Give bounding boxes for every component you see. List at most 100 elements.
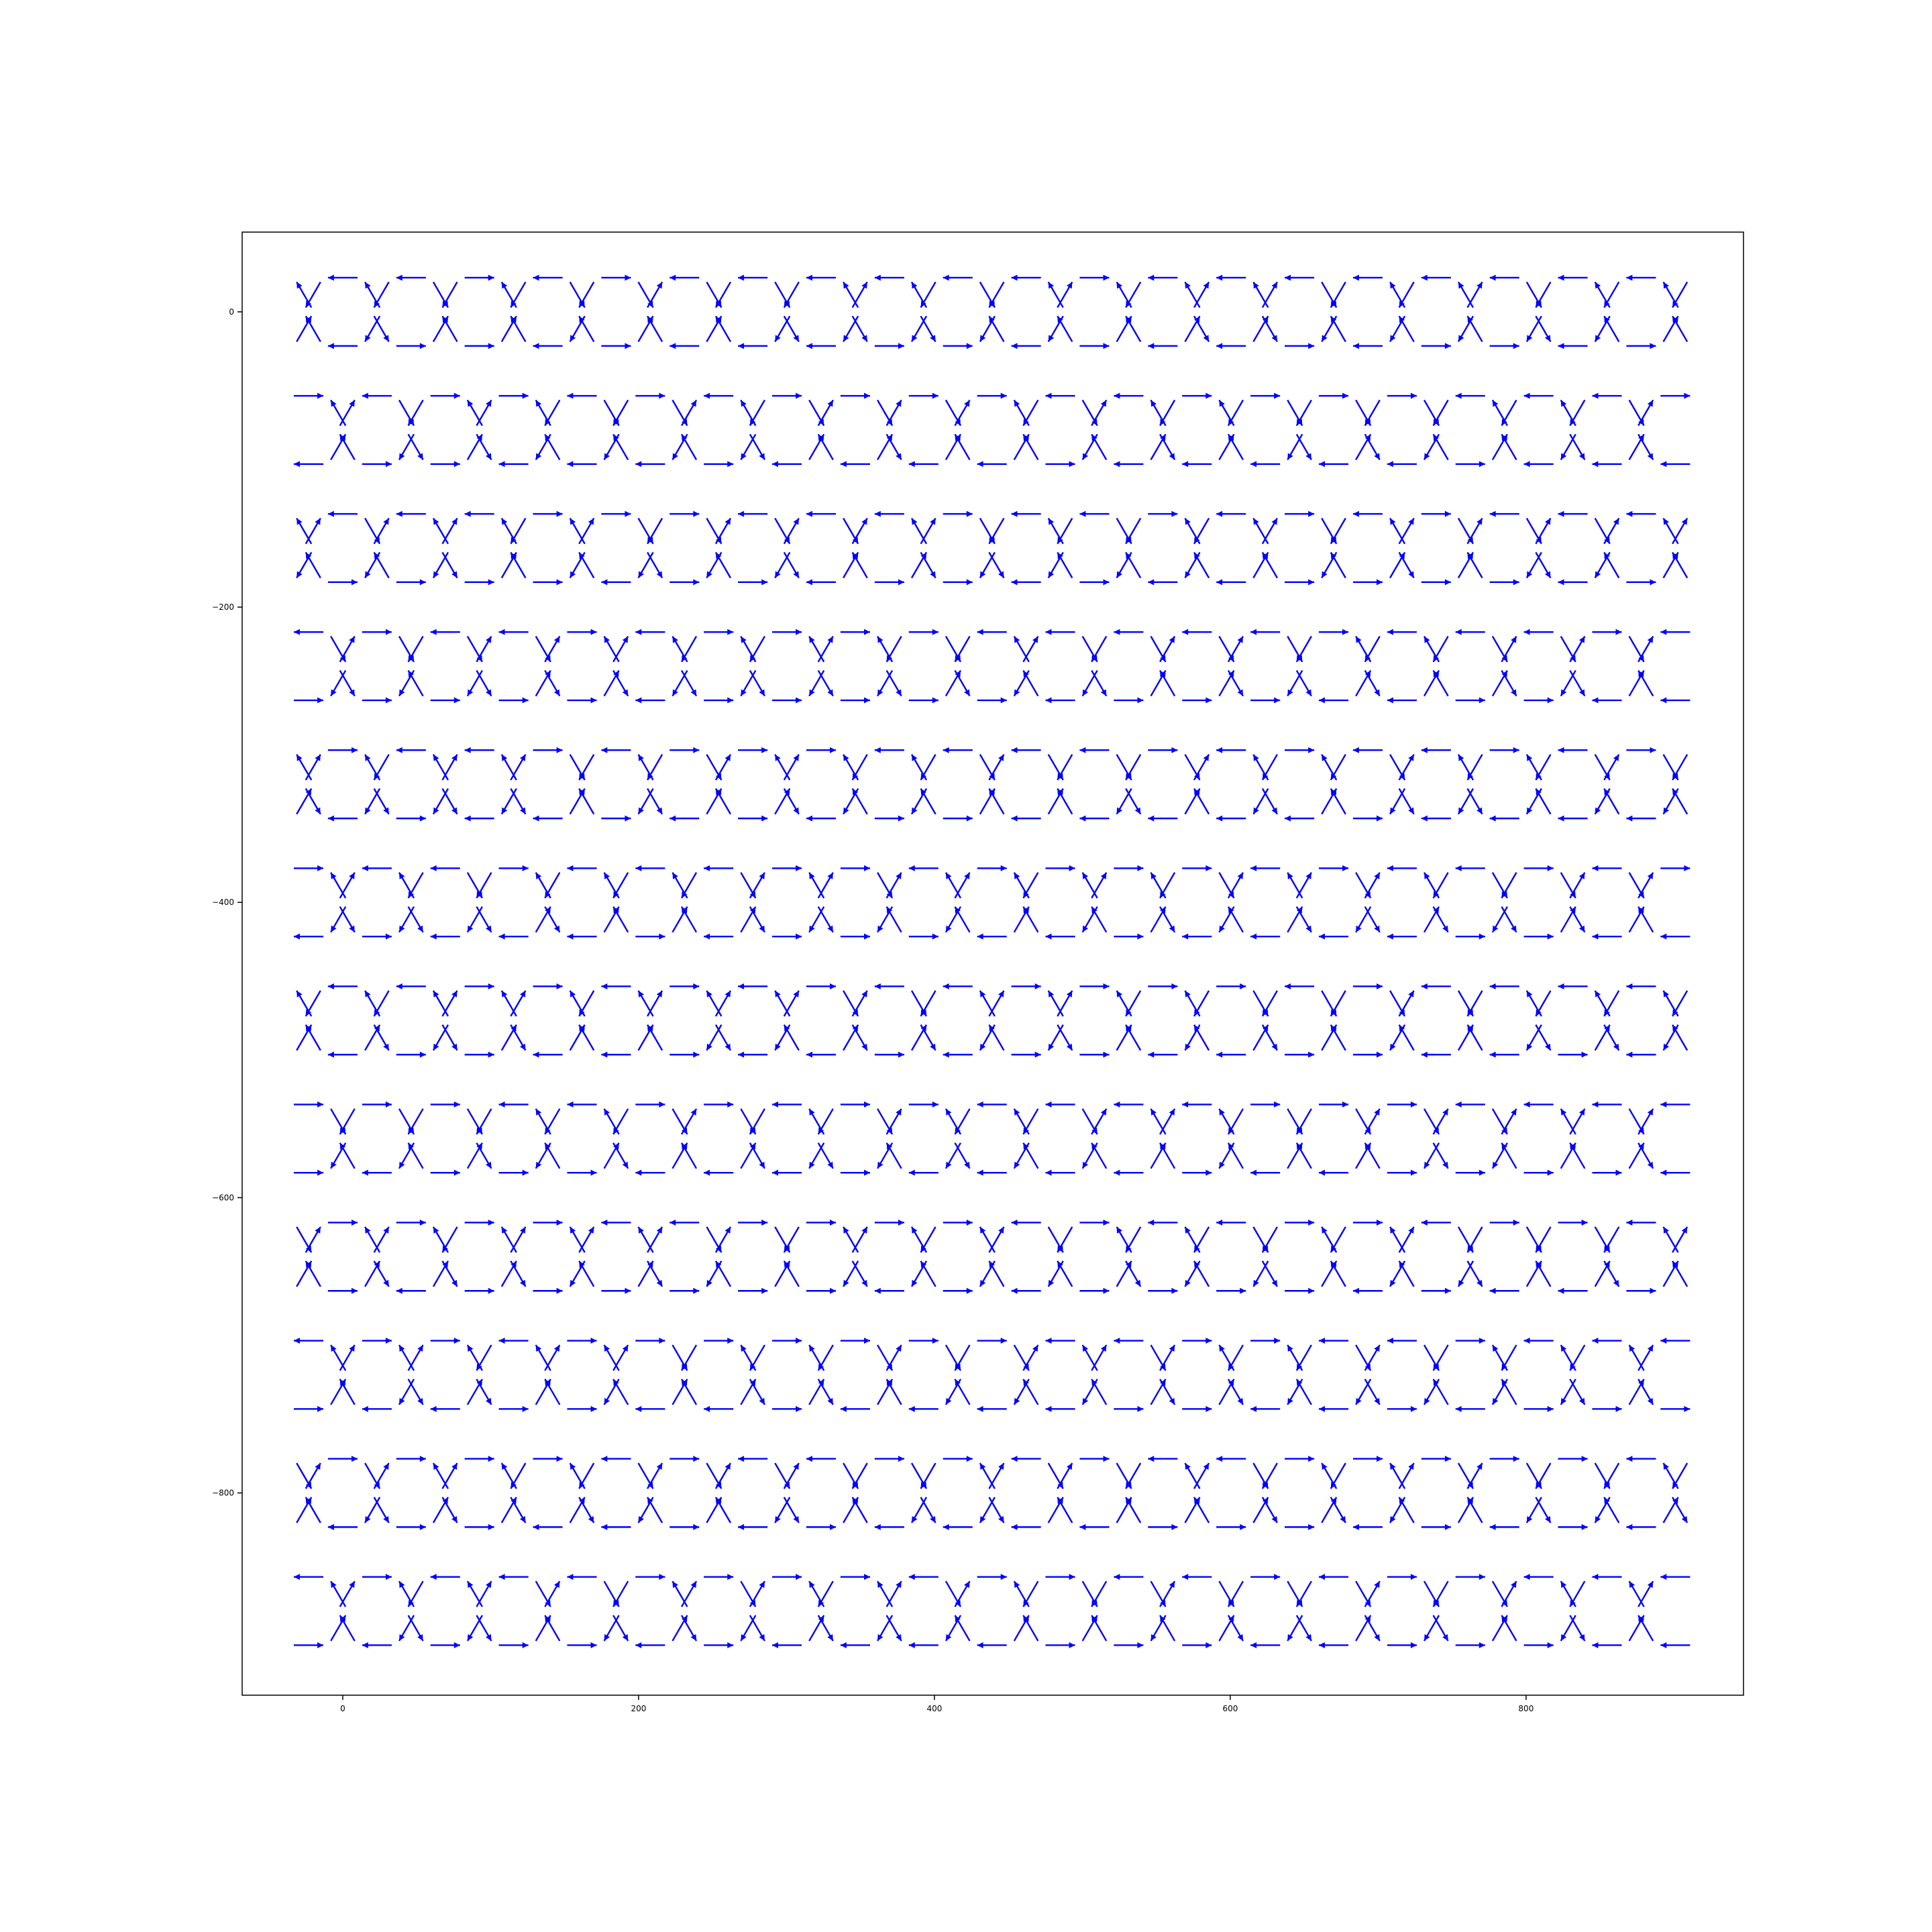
arrow-head (1045, 1338, 1052, 1344)
arrow-head (966, 579, 973, 586)
arrow-head (861, 990, 867, 998)
arrow-head (1237, 872, 1244, 879)
arrow-head (1387, 629, 1393, 635)
arrow-head (1458, 807, 1464, 814)
arrow-head (520, 990, 526, 998)
arrow-head (1228, 1127, 1234, 1134)
arrow-head (682, 434, 688, 441)
arrow-head (579, 316, 585, 323)
arrow-head (339, 1127, 346, 1134)
arrow-head (293, 1574, 300, 1580)
arrow-head (570, 1462, 576, 1470)
arrow-head (964, 1161, 970, 1169)
arrow-head (979, 1462, 986, 1470)
arrow-head (1558, 343, 1564, 350)
arrow-head (1000, 392, 1007, 399)
arrow-head (1296, 655, 1303, 662)
arrow-head (1442, 925, 1448, 932)
arrow-head (331, 925, 337, 932)
arrow-head (638, 754, 644, 761)
y-tick-label: −600 (212, 1193, 234, 1202)
arrow-head (1082, 1161, 1089, 1169)
arrow-head (1387, 865, 1393, 871)
arrow-head (1660, 1642, 1667, 1648)
arrow-head (1023, 1615, 1029, 1622)
arrow-head (1203, 335, 1210, 342)
arrow-head (365, 571, 371, 578)
arrow-head (806, 511, 812, 517)
arrow-head (556, 983, 563, 989)
arrow-head (305, 301, 312, 308)
arrow-head (955, 1127, 961, 1134)
arrow-head (453, 697, 460, 704)
arrow-head (1650, 747, 1656, 753)
arrow-head (1467, 1009, 1473, 1016)
arrow-head (715, 316, 722, 323)
arrow-head (453, 1169, 460, 1176)
axes-frame (241, 231, 1744, 1696)
arrow-head (1492, 925, 1499, 932)
arrow-head (772, 1101, 779, 1108)
arrow-head (1114, 629, 1120, 635)
arrow-head (1387, 697, 1393, 704)
arrow-head (297, 518, 303, 525)
arrow-head (501, 754, 508, 761)
arrow-head (693, 1287, 700, 1294)
arrow-head (1364, 419, 1371, 426)
arrow-head (1578, 453, 1585, 460)
arrow-head (1148, 1051, 1155, 1058)
arrow-head (966, 1456, 973, 1462)
arrow-head (1182, 629, 1189, 635)
arrow-head (1045, 629, 1052, 635)
arrow-head (656, 807, 663, 814)
arrow-head (1526, 1043, 1533, 1051)
arrow-head (704, 392, 710, 399)
arrow-head (317, 1101, 324, 1108)
arrow-head (775, 990, 781, 998)
arrow-head (1467, 1497, 1473, 1504)
arrow-head (293, 629, 300, 635)
arrow-head (1592, 1642, 1599, 1648)
arrow-head (796, 697, 802, 704)
arrow-head (1148, 274, 1155, 281)
arrow-head (293, 1338, 300, 1344)
arrow-head (1160, 670, 1166, 678)
arrow-head (690, 1634, 697, 1642)
arrow-head (1318, 1338, 1325, 1344)
arrow-head (535, 872, 542, 879)
arrow-head (1424, 453, 1430, 460)
arrow-head (1274, 392, 1281, 399)
arrow-head (738, 1051, 745, 1058)
arrow-head (331, 872, 337, 879)
arrow-head (1185, 571, 1191, 578)
arrow-head (1011, 274, 1018, 281)
arrow-head (1171, 747, 1178, 753)
y-tick-label: −800 (212, 1488, 234, 1497)
arrow-head (1458, 1279, 1464, 1287)
arrow-head (724, 1043, 731, 1051)
arrow-head (863, 1338, 870, 1344)
arrow-head (362, 1169, 368, 1176)
arrow-head (912, 1515, 918, 1523)
arrow-head (704, 1169, 710, 1176)
arrow-head (955, 655, 961, 662)
arrow-head (1455, 1405, 1462, 1412)
arrow-head (1467, 316, 1473, 323)
arrow-head (1250, 461, 1257, 468)
arrow-head (1148, 1219, 1155, 1226)
arrow-head (588, 1226, 594, 1234)
arrow-head (796, 1405, 802, 1412)
arrow-head (1014, 636, 1020, 643)
arrow-head (1592, 933, 1599, 940)
arrow-head (396, 983, 402, 989)
arrow-head (570, 518, 576, 525)
arrow-head (1287, 1634, 1293, 1642)
arrow-head (796, 392, 802, 399)
arrow-head (979, 1043, 986, 1051)
arrow-head (1322, 1226, 1328, 1234)
arrow-head (840, 1642, 847, 1648)
arrow-head (1408, 1226, 1414, 1234)
arrow-head (955, 434, 961, 441)
arrow-head (488, 1051, 494, 1058)
arrow-head (1364, 655, 1371, 662)
